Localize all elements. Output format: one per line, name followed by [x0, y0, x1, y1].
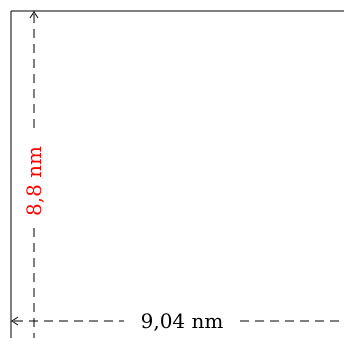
width-arrow-left-icon	[11, 316, 19, 326]
width-label: 9,04 nm	[141, 309, 224, 333]
height-arrow-up-icon	[29, 11, 39, 19]
height-label: 8,8 nm	[22, 146, 46, 216]
